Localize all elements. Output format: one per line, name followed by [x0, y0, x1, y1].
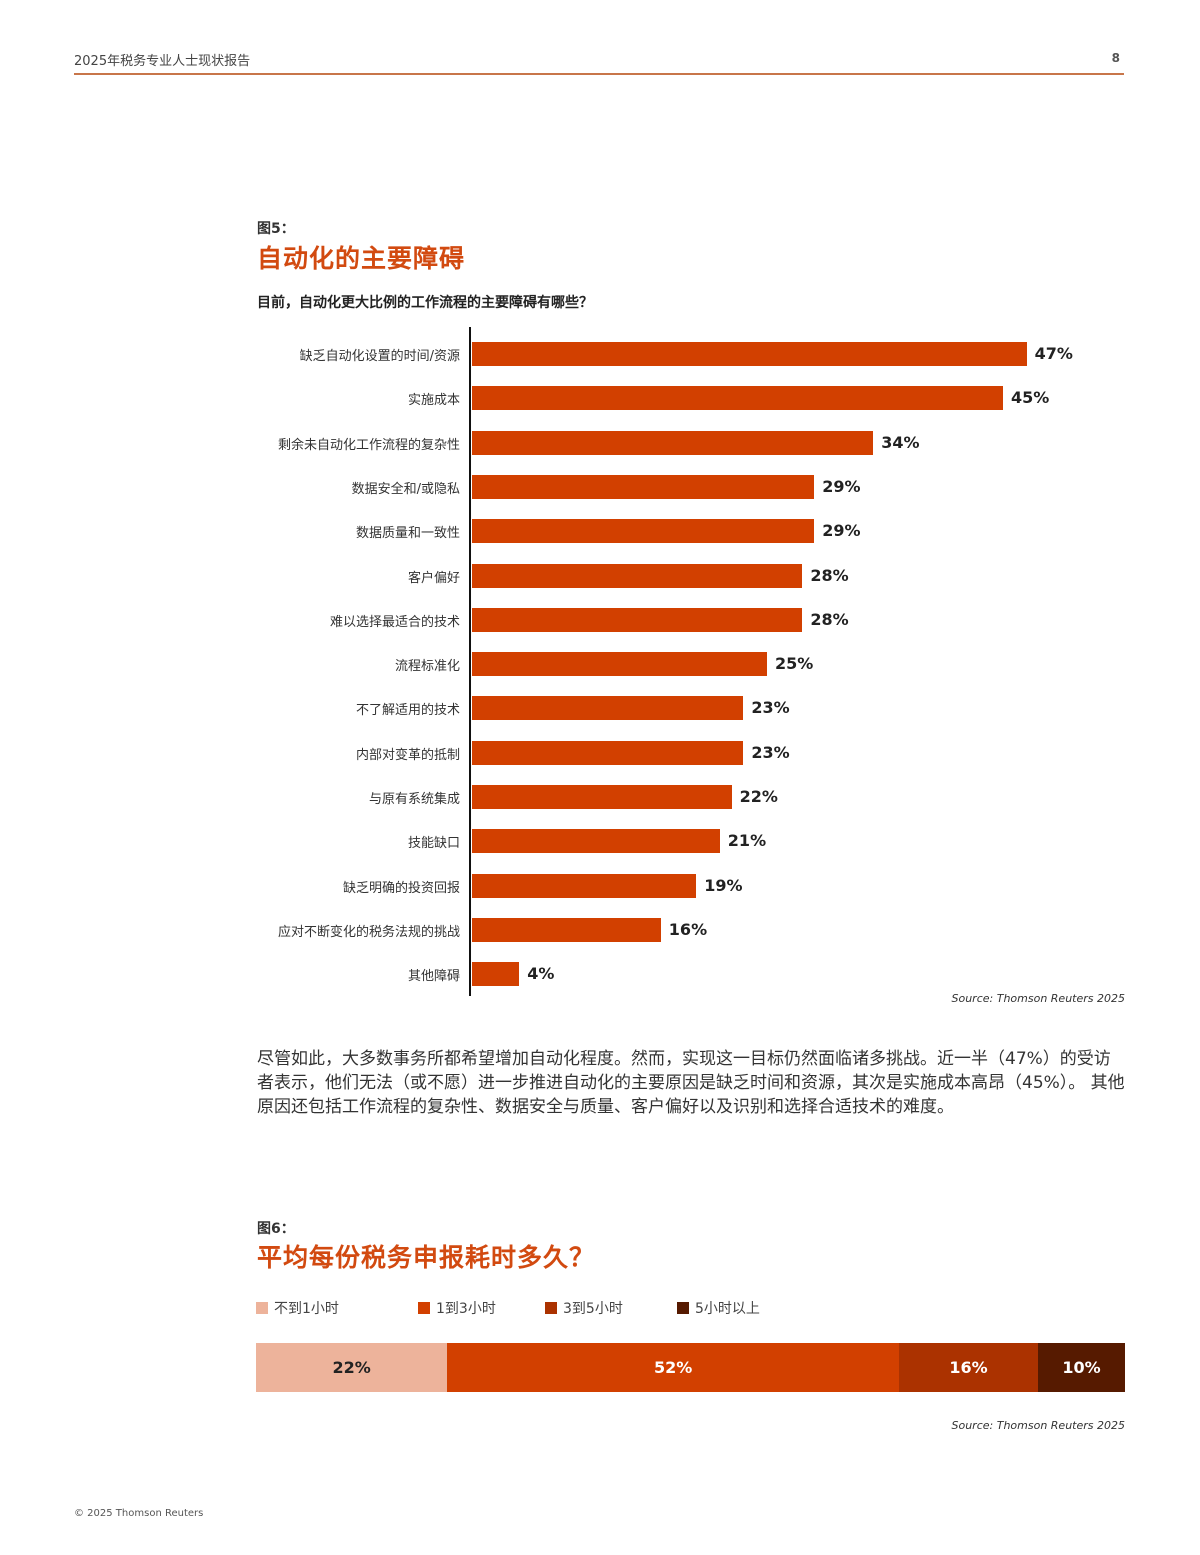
bar-row: 缺乏自动化设置的时间/资源 47%	[0, 342, 1200, 366]
bar-category-label: 流程标准化	[394, 659, 460, 675]
bar-row: 缺乏明确的投资回报 19%	[0, 873, 1200, 898]
bar-row: 技能缺口 21%	[0, 829, 1200, 854]
bar-category-label: 内部对变革的抵制	[355, 747, 460, 763]
bar-category-label: 缺乏自动化设置的时间/资源	[299, 349, 460, 364]
bar-value-label: 28%	[810, 565, 849, 585]
bar-category-label: 剩余未自动化工作流程的复杂性	[277, 437, 460, 453]
bar	[472, 474, 815, 499]
bar-value-label: 29%	[822, 521, 861, 541]
figure6-title: 平均每份税务申报耗时多久？	[257, 1243, 596, 1272]
bar-value-label: 16%	[668, 919, 708, 939]
stacked-segment: 16%	[899, 1343, 1039, 1392]
legend-label: 3到5小时	[563, 1301, 623, 1317]
bar-row: 客户偏好 28%	[0, 563, 1200, 588]
bar-row: 剩余未自动化工作流程的复杂性 34%	[0, 430, 1200, 455]
figure6-source: Source: Thomson Reuters 2025	[951, 1419, 1126, 1432]
header-divider	[74, 73, 1124, 75]
legend-swatch-icon	[545, 1302, 557, 1314]
legend-label: 5小时以上	[695, 1301, 760, 1317]
bar-category-label: 缺乏明确的投资回报	[342, 880, 460, 896]
bar-category-label: 应对不断变化的税务法规的挑战	[277, 924, 460, 940]
bar-category-label: 难以选择最适合的技术	[329, 614, 460, 630]
stacked-segment: 52%	[447, 1343, 900, 1392]
bar-row: 其他障碍 4%	[0, 962, 1200, 987]
figure5-label: 图5：	[257, 221, 295, 237]
legend-item: 3到5小时	[545, 1298, 623, 1318]
bar-value-label: 4%	[527, 964, 555, 984]
bar-row: 与原有系统集成 22%	[0, 785, 1200, 809]
bar	[472, 386, 1003, 411]
bar-value-label: 47%	[1034, 344, 1073, 363]
bar-category-label: 技能缺口	[407, 836, 460, 852]
bar-row: 流程标准化 25%	[0, 652, 1200, 677]
figure6-legend: 不到1小时 1到3小时 3到5小时 5小时以上	[0, 1298, 1200, 1320]
figure6-label: 图6：	[257, 1221, 295, 1237]
bar-row: 应对不断变化的税务法规的挑战 16%	[0, 917, 1200, 942]
bar-value-label: 29%	[822, 476, 861, 496]
y-axis-line	[469, 327, 471, 996]
bar-category-label: 数据质量和一致性	[355, 526, 460, 542]
bar-row: 数据安全和/或隐私 29%	[0, 474, 1200, 499]
bar	[472, 740, 744, 765]
stacked-segment: 10%	[1038, 1343, 1125, 1392]
bar	[472, 696, 744, 721]
legend-item: 5小时以上	[677, 1298, 760, 1318]
bar-category-label: 其他障碍	[407, 969, 460, 985]
bar-value-label: 25%	[775, 654, 814, 674]
bar	[472, 917, 661, 942]
stacked-segment: 22%	[256, 1343, 448, 1392]
bar-row: 实施成本 45%	[0, 386, 1200, 411]
figure5-question: 目前，自动化更大比例的工作流程的主要障碍有哪些？	[257, 295, 593, 311]
bar	[472, 430, 874, 455]
bar-category-label: 实施成本	[407, 393, 460, 409]
bar	[472, 607, 803, 632]
bar-category-label: 客户偏好	[407, 570, 460, 586]
bar-value-label: 22%	[739, 787, 778, 806]
legend-item: 不到1小时	[256, 1298, 339, 1318]
bar-category-label: 与原有系统集成	[368, 792, 460, 807]
bar-row: 不了解适用的技术 23%	[0, 696, 1200, 721]
bar	[472, 652, 767, 677]
bar-value-label: 19%	[704, 875, 743, 895]
bar-category-label: 不了解适用的技术	[355, 703, 460, 719]
bar-row: 内部对变革的抵制 23%	[0, 740, 1200, 765]
bar	[472, 962, 520, 987]
legend-label: 不到1小时	[274, 1301, 339, 1317]
report-title: 2025年税务专业人士现状报告	[74, 54, 251, 69]
page-number: 8	[1111, 51, 1120, 65]
bar-value-label: 21%	[727, 831, 767, 851]
copyright-footer: © 2025 Thomson Reuters	[74, 1508, 204, 1519]
bar	[472, 519, 815, 544]
figure5-title: 自动化的主要障碍	[257, 244, 466, 273]
bar-value-label: 23%	[751, 698, 790, 718]
bar-value-label: 28%	[810, 609, 849, 629]
figure5-source: Source: Thomson Reuters 2025	[951, 992, 1126, 1005]
bar	[472, 342, 1027, 366]
legend-item: 1到3小时	[418, 1298, 496, 1318]
legend-swatch-icon	[418, 1302, 430, 1314]
bar	[472, 829, 720, 854]
bar	[472, 563, 803, 588]
legend-swatch-icon	[256, 1302, 268, 1314]
bar-value-label: 34%	[881, 432, 920, 452]
bar	[472, 785, 732, 809]
bar-value-label: 23%	[751, 742, 790, 762]
legend-label: 1到3小时	[436, 1301, 496, 1317]
bar	[472, 873, 697, 898]
bar-category-label: 数据安全和/或隐私	[351, 481, 460, 497]
body-paragraph: 尽管如此，大多数事务所都希望增加自动化程度。然而，实现这一目标仍然面临诸多挑战。…	[257, 1049, 1125, 1117]
legend-swatch-icon	[677, 1302, 689, 1314]
figure6-stacked-bar: 22% 52% 16% 10%	[256, 1343, 1125, 1392]
bar-value-label: 45%	[1011, 388, 1050, 408]
bar-row: 难以选择最适合的技术 28%	[0, 607, 1200, 632]
bar-row: 数据质量和一致性 29%	[0, 519, 1200, 544]
